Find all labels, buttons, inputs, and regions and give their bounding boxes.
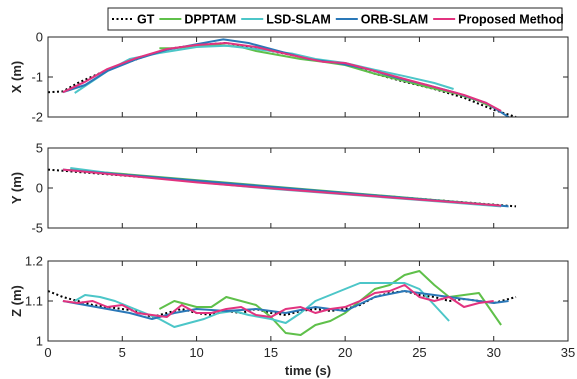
x-axis-label: time (s) bbox=[285, 363, 331, 378]
x-tick-label: 5 bbox=[119, 345, 126, 360]
panel-1-series bbox=[48, 38, 517, 117]
legend-box bbox=[107, 7, 563, 31]
y-axis-label: Y (m) bbox=[9, 172, 24, 204]
panel-3: 1.2 1.1 10 5 10 15 20 25 30 35 Z (m) bbox=[9, 254, 575, 361]
series-line-proposed-method bbox=[62, 284, 494, 318]
series-line-dpptam bbox=[158, 270, 502, 336]
legend-entry-orb-slam: ORB-SLAM bbox=[335, 13, 428, 27]
legend-label: ORB-SLAM bbox=[361, 13, 428, 27]
y-axis-label: Z (m) bbox=[9, 285, 24, 317]
legend-entry-gt: GT bbox=[112, 13, 155, 27]
x-tick-label: 30 bbox=[486, 345, 500, 360]
y-tick-label: 0 bbox=[36, 30, 43, 45]
series-line-orb-slam bbox=[62, 290, 509, 320]
y-tick-label: 0 bbox=[36, 181, 43, 196]
panel-2: 5 0 -5 Y (m) bbox=[9, 141, 569, 236]
y-tick-label: -2 bbox=[31, 110, 43, 125]
panel-2-series bbox=[48, 167, 517, 208]
y-tick-label: 5 bbox=[36, 141, 43, 156]
panel-3-series bbox=[48, 270, 517, 336]
y-tick-label: 1.1 bbox=[25, 294, 43, 309]
legend-label: GT bbox=[137, 13, 155, 27]
chart-legend: GT DPPTAM LSD-SLAM ORB-SLAM Proposed Method bbox=[107, 7, 564, 31]
series-line-gt bbox=[48, 290, 517, 318]
legend-entry-lsd-slam: LSD-SLAM bbox=[241, 13, 331, 27]
panel-1: 0 -1 -2 X (m) bbox=[9, 30, 569, 125]
legend-entry-proposed-method: Proposed Method bbox=[433, 13, 564, 27]
x-tick-label: 0 bbox=[44, 345, 51, 360]
x-tick-label: 35 bbox=[561, 345, 575, 360]
legend-entry-dpptam: DPPTAM bbox=[159, 13, 236, 27]
legend-label: Proposed Method bbox=[458, 13, 564, 27]
y-tick-label: -1 bbox=[31, 70, 43, 85]
series-line-dpptam bbox=[159, 44, 502, 112]
y-tick-label: 1 bbox=[36, 334, 43, 349]
x-tick-label: 20 bbox=[338, 345, 352, 360]
y-tick-label: 1.2 bbox=[25, 254, 43, 269]
x-tick-label: 10 bbox=[189, 345, 203, 360]
series-line-proposed-method bbox=[62, 42, 502, 112]
series-line-lsd-slam bbox=[74, 282, 450, 328]
series-line-proposed-method bbox=[62, 168, 502, 207]
series-line-orb-slam bbox=[62, 38, 510, 117]
legend-label: DPPTAM bbox=[184, 13, 236, 27]
x-tick-label: 25 bbox=[412, 345, 426, 360]
x-tick-label: 15 bbox=[264, 345, 278, 360]
y-axis-label: X (m) bbox=[9, 61, 24, 94]
y-tick-label: -5 bbox=[31, 221, 43, 236]
series-line-gt bbox=[48, 42, 517, 117]
legend-label: LSD-SLAM bbox=[266, 13, 331, 27]
chart-panels: 0-1-2X (m)50-5Y (m)1.21.110 5 10 15 20 25 30 35… bbox=[9, 30, 575, 361]
panel-2-frame bbox=[47, 147, 569, 229]
